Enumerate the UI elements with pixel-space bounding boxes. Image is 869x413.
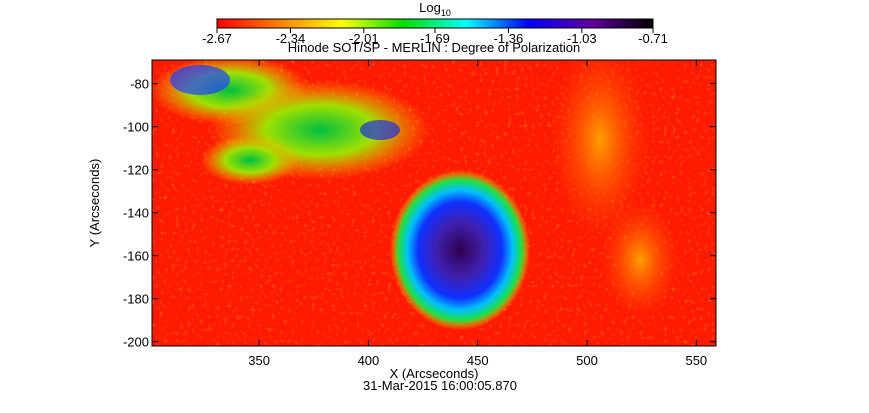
colorbar-label-sub: 10 (441, 8, 451, 18)
colorbar-tick-label: -1.03 (567, 31, 597, 46)
y-tick-label: -120 (123, 163, 149, 178)
x-tick-label: 350 (248, 353, 270, 368)
colorbar-label-main: Log (419, 0, 441, 15)
x-tick-label: 400 (358, 353, 380, 368)
colorbar-tick-label: -1.36 (494, 31, 524, 46)
y-tick-label: -80 (130, 77, 149, 92)
plot-frame (151, 59, 717, 347)
colorbar (216, 18, 654, 29)
y-tick-label: -140 (123, 206, 149, 221)
y-tick-label: -200 (123, 335, 149, 350)
solar-image (152, 60, 716, 346)
x-tick-label: 550 (685, 353, 707, 368)
x-axis-label: X (Arcseconds) (390, 366, 479, 381)
colorbar-tick-label: -2.67 (202, 31, 232, 46)
y-axis-label: Y (Arcseconds) (87, 159, 102, 248)
colorbar-label: Log10 (419, 0, 451, 18)
colorbar-tick-label: -0.71 (638, 31, 668, 46)
colorbar-tick-label: -2.34 (276, 31, 306, 46)
x-tick-label: 450 (467, 353, 489, 368)
colorbar-tick-label: -1.69 (420, 31, 450, 46)
date-label: 31-Mar-2015 16:00:05.870 (363, 378, 517, 393)
y-tick-label: -160 (123, 249, 149, 264)
chart-title: Hinode SOT/SP - MERLIN : Degree of Polar… (288, 40, 580, 55)
y-tick-label: -100 (123, 120, 149, 135)
y-tick-label: -180 (123, 292, 149, 307)
x-tick-label: 500 (576, 353, 598, 368)
colorbar-tick-label: -2.01 (349, 31, 379, 46)
